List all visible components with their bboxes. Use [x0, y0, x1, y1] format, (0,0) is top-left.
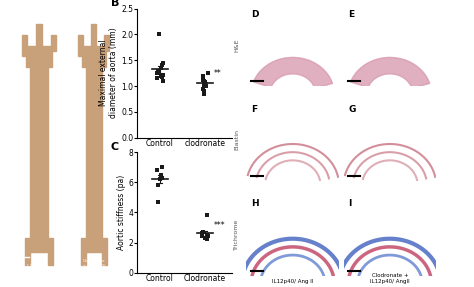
- Point: [158, 165, 166, 169]
- Text: H: H: [251, 199, 259, 208]
- Point: [201, 92, 208, 96]
- Text: I: I: [348, 199, 352, 208]
- Text: G: G: [348, 105, 356, 114]
- Point: [204, 236, 211, 241]
- Text: E: E: [348, 10, 355, 19]
- Bar: [25, 238, 30, 265]
- Point: [201, 81, 209, 86]
- Point: [159, 61, 167, 65]
- Point: [154, 68, 161, 73]
- Point: [201, 236, 209, 240]
- Bar: [78, 35, 83, 56]
- Point: [205, 233, 212, 238]
- Point: [199, 230, 207, 234]
- Text: D: D: [251, 10, 259, 19]
- Y-axis label: Maximal external
diameter of aorta (mm): Maximal external diameter of aorta (mm): [99, 28, 118, 119]
- Point: [157, 172, 165, 177]
- Point: [202, 84, 210, 88]
- Bar: [104, 35, 109, 51]
- Point: [153, 76, 160, 81]
- Point: [154, 199, 162, 204]
- Point: [199, 77, 207, 82]
- Point: [158, 63, 165, 68]
- Text: B: B: [111, 0, 119, 8]
- Polygon shape: [351, 57, 429, 88]
- Text: C: C: [111, 142, 119, 152]
- Text: Trichrome: Trichrome: [234, 219, 239, 250]
- Point: [200, 79, 208, 83]
- Text: Elastin: Elastin: [234, 129, 239, 150]
- Text: H&E: H&E: [234, 38, 239, 52]
- Point: [201, 80, 209, 84]
- Point: [159, 72, 166, 77]
- Text: A: A: [3, 14, 11, 24]
- Point: [203, 233, 210, 237]
- Point: [199, 231, 206, 236]
- Text: F: F: [251, 105, 257, 114]
- Bar: [30, 61, 48, 251]
- Bar: [51, 35, 56, 51]
- Point: [203, 213, 211, 218]
- Text: IL12p40/ Ang II: IL12p40/ Ang II: [272, 279, 313, 284]
- Point: [200, 89, 208, 94]
- Text: IL12p40/
Ang II: IL12p40/ Ang II: [27, 264, 46, 273]
- Text: **: **: [214, 69, 222, 78]
- Point: [204, 71, 211, 75]
- Point: [154, 69, 161, 74]
- Point: [157, 73, 164, 78]
- Bar: [102, 238, 107, 265]
- Bar: [86, 61, 101, 251]
- Text: Clodronate +
IL12p40/ AngII: Clodronate + IL12p40/ AngII: [370, 273, 410, 284]
- Bar: [36, 24, 42, 46]
- Point: [155, 32, 163, 37]
- Point: [154, 183, 162, 188]
- Polygon shape: [351, 57, 429, 88]
- Bar: [91, 24, 97, 46]
- Point: [198, 234, 205, 239]
- Point: [199, 86, 206, 91]
- Point: [153, 71, 161, 75]
- Text: ***: ***: [214, 221, 226, 230]
- Point: [157, 66, 164, 70]
- Bar: [22, 35, 27, 56]
- Point: [160, 79, 167, 83]
- Point: [158, 75, 165, 79]
- Polygon shape: [254, 57, 332, 88]
- Point: [153, 168, 160, 172]
- Point: [199, 76, 207, 81]
- Text: Clodronate
+ IL12p40/
AngII: Clodronate + IL12p40/ AngII: [82, 259, 105, 273]
- Point: [200, 83, 208, 87]
- Point: [156, 177, 164, 182]
- Polygon shape: [254, 57, 332, 88]
- Y-axis label: Aortic stiffness (pa): Aortic stiffness (pa): [117, 175, 126, 250]
- Bar: [82, 46, 106, 67]
- Point: [158, 175, 165, 180]
- Bar: [26, 46, 52, 67]
- Bar: [48, 238, 54, 265]
- Bar: [81, 238, 86, 265]
- Point: [199, 73, 207, 78]
